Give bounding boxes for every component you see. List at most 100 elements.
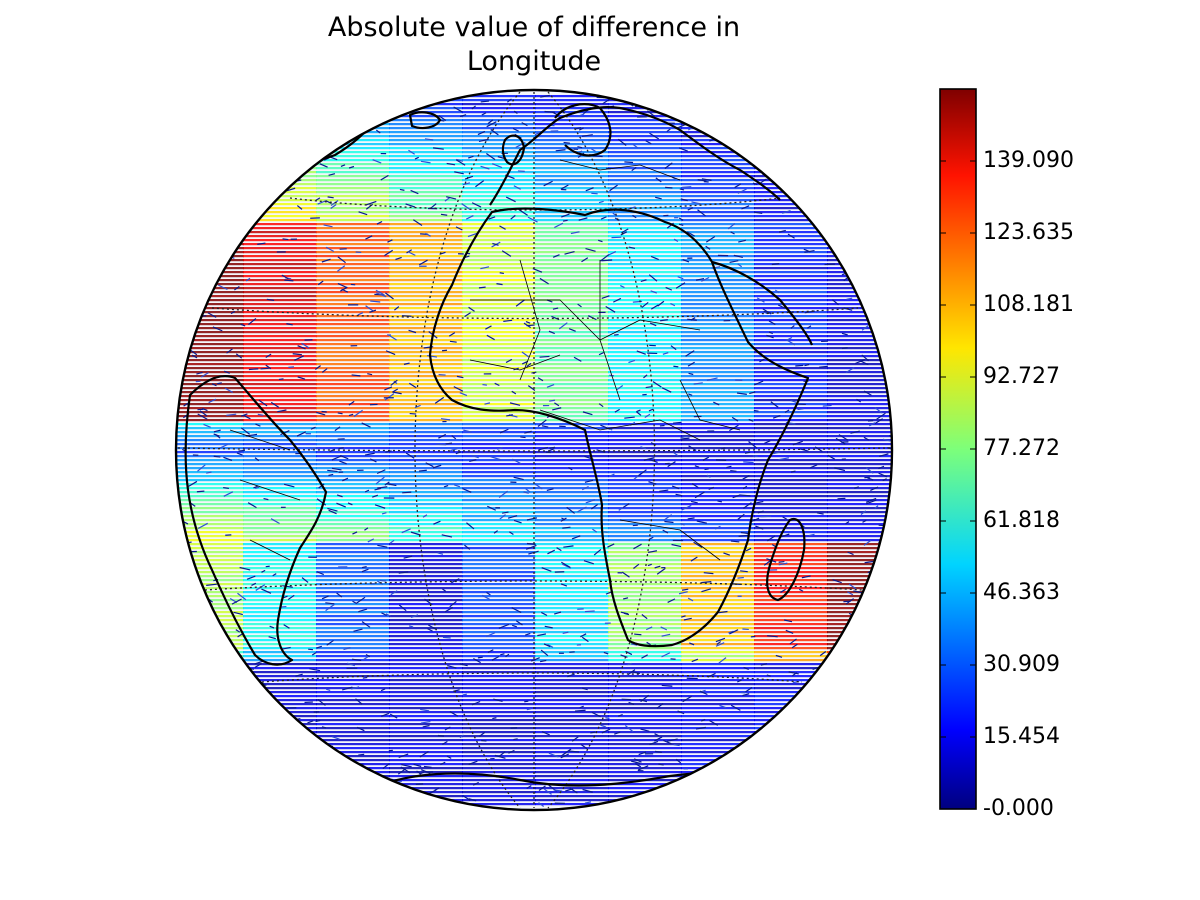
data-band-segment bbox=[535, 755, 609, 758]
data-band-segment bbox=[827, 411, 892, 414]
data-band-segment bbox=[389, 147, 463, 150]
data-band-segment bbox=[535, 447, 609, 450]
data-band-segment bbox=[243, 615, 317, 618]
data-band-segment bbox=[462, 771, 536, 774]
texture-stroke bbox=[265, 364, 272, 370]
texture-stroke bbox=[568, 328, 576, 332]
texture-stroke bbox=[455, 451, 462, 455]
data-band-segment bbox=[389, 271, 463, 274]
texture-stroke bbox=[863, 436, 869, 441]
data-band-segment bbox=[754, 459, 828, 462]
data-band-segment bbox=[316, 607, 390, 610]
data-band-segment bbox=[681, 267, 755, 270]
data-band-segment bbox=[316, 303, 390, 306]
texture-stroke bbox=[307, 720, 314, 724]
texture-stroke bbox=[662, 352, 669, 355]
texture-stroke bbox=[484, 402, 491, 405]
texture-stroke bbox=[774, 289, 780, 294]
data-band-segment bbox=[316, 271, 390, 274]
texture-stroke bbox=[478, 138, 489, 142]
data-band-segment bbox=[681, 503, 755, 506]
data-band-segment bbox=[754, 611, 828, 614]
texture-stroke bbox=[377, 544, 388, 548]
data-band-segment bbox=[754, 647, 828, 650]
texture-stroke bbox=[231, 598, 242, 605]
texture-stroke bbox=[816, 512, 824, 515]
data-band-segment bbox=[176, 395, 244, 398]
data-band-segment bbox=[243, 207, 317, 210]
data-band-segment bbox=[176, 547, 244, 550]
texture-stroke bbox=[743, 502, 752, 509]
texture-stroke bbox=[202, 407, 208, 412]
data-band-segment bbox=[608, 179, 682, 182]
data-band-segment bbox=[754, 507, 828, 510]
texture-stroke bbox=[477, 130, 486, 136]
data-band-segment bbox=[243, 491, 317, 494]
texture-stroke bbox=[342, 686, 353, 691]
data-band-segment bbox=[389, 183, 463, 186]
texture-stroke bbox=[585, 247, 596, 252]
data-band-segment bbox=[608, 155, 682, 158]
data-band-segment bbox=[176, 527, 244, 530]
data-band-segment bbox=[535, 175, 609, 178]
data-band-segment bbox=[316, 635, 390, 638]
data-band-segment bbox=[827, 427, 892, 430]
data-band-segment bbox=[535, 355, 609, 358]
texture-stroke bbox=[695, 726, 706, 730]
data-band-segment bbox=[462, 759, 536, 762]
data-band-segment bbox=[389, 179, 463, 182]
data-band-segment bbox=[462, 347, 536, 350]
texture-stroke bbox=[628, 359, 636, 364]
data-band-segment bbox=[243, 627, 317, 630]
data-band-segment bbox=[176, 543, 244, 546]
texture-stroke bbox=[440, 418, 451, 421]
texture-stroke bbox=[736, 392, 747, 395]
data-band-segment bbox=[243, 395, 317, 398]
data-band-segment bbox=[176, 355, 244, 358]
texture-stroke bbox=[726, 465, 732, 469]
data-band-segment bbox=[243, 391, 317, 394]
texture-stroke bbox=[471, 105, 476, 110]
data-band-segment bbox=[535, 259, 609, 262]
plot-title-line-1: Absolute value of difference in bbox=[327, 12, 741, 43]
texture-stroke bbox=[203, 423, 211, 428]
texture-stroke bbox=[347, 662, 356, 667]
data-band-segment bbox=[389, 563, 463, 566]
data-band-segment bbox=[608, 739, 682, 742]
texture-stroke bbox=[375, 292, 387, 298]
data-band-segment bbox=[462, 471, 536, 474]
data-band-segment bbox=[681, 295, 755, 298]
texture-stroke bbox=[361, 568, 369, 573]
texture-stroke bbox=[632, 143, 639, 149]
texture-stroke bbox=[708, 486, 715, 490]
texture-stroke bbox=[447, 665, 457, 669]
data-band-segment bbox=[316, 223, 390, 226]
data-band-segment bbox=[316, 683, 390, 686]
texture-stroke bbox=[403, 555, 413, 559]
data-band-segment bbox=[462, 163, 536, 166]
data-band-segment bbox=[827, 431, 892, 434]
texture-stroke bbox=[581, 257, 589, 263]
texture-stroke bbox=[356, 726, 365, 732]
data-band-segment bbox=[389, 383, 463, 386]
texture-stroke bbox=[456, 158, 464, 162]
data-band-segment bbox=[389, 783, 463, 786]
border-southern-africa bbox=[619, 519, 721, 561]
texture-stroke bbox=[798, 588, 804, 592]
texture-stroke bbox=[513, 110, 518, 114]
texture-stroke bbox=[469, 459, 477, 463]
data-band-segment bbox=[827, 567, 892, 570]
texture-stroke bbox=[283, 483, 295, 488]
data-band-segment bbox=[827, 327, 892, 330]
data-band-segment bbox=[754, 231, 828, 234]
texture-stroke bbox=[570, 231, 580, 235]
data-band-segment bbox=[462, 647, 536, 650]
data-band-segment bbox=[535, 647, 609, 650]
data-band-segment bbox=[535, 315, 609, 318]
data-band-segment bbox=[243, 439, 317, 442]
texture-stroke bbox=[702, 456, 710, 461]
data-band-segment bbox=[608, 187, 682, 190]
texture-stroke bbox=[190, 502, 196, 507]
meridian-west bbox=[414, 91, 521, 809]
texture-stroke bbox=[284, 279, 294, 282]
